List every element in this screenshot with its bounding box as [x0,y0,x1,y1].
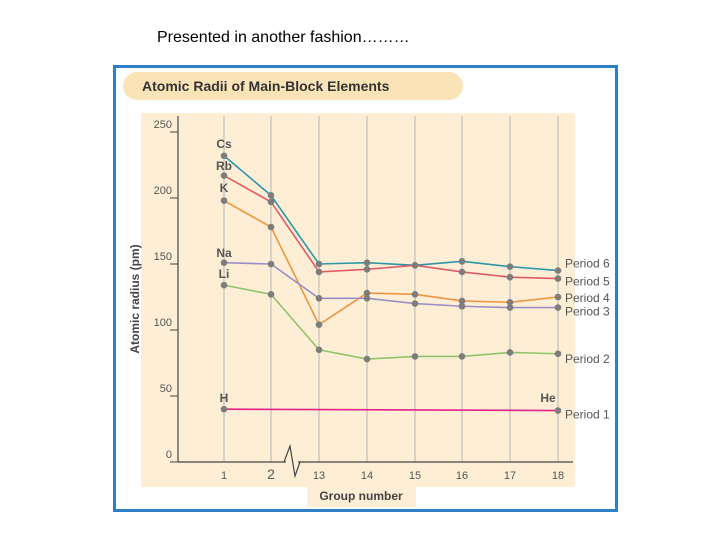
element-label-na: Na [216,246,232,260]
data-point-period-3-15 [411,300,419,307]
data-point-period-2-14 [363,355,371,363]
x-tick-label-1: 1 [221,470,227,482]
title-band [123,72,463,100]
data-point-period-3-16 [458,302,466,310]
data-point-period-5-1 [220,172,228,179]
data-point-period-6-17 [506,263,514,270]
y-axis-label: Atomic radius (pm) [128,244,142,353]
element-label-k: K [220,181,229,195]
data-point-period-2-13 [315,346,323,354]
data-point-period-3-13 [315,295,323,302]
data-point-period-6-2 [267,192,275,199]
axis-break-zigzag [283,443,301,479]
data-point-period-2-15 [411,353,419,360]
data-point-period-6-13 [315,260,323,268]
x-tick-label-17: 17 [504,470,516,482]
y-tick-label-100: 100 [154,317,172,329]
data-point-period-4-1 [220,197,228,204]
legend-label-period-6: Period 6 [565,257,610,271]
series-line-period-3 [223,261,558,309]
data-point-period-5-17 [506,273,514,281]
data-point-period-2-16 [458,353,466,360]
data-point-period-5-16 [458,268,466,276]
data-point-period-6-1 [220,152,228,160]
chart-title: Atomic Radii of Main-Block Elements [142,78,390,94]
y-tick-label-0: 0 [166,449,172,461]
data-point-period-2-2 [267,291,275,298]
data-point-period-4-15 [411,291,419,298]
atomic-radii-chart: Atomic Radii of Main-Block Elements Grou… [123,72,610,507]
x-tick-label-14: 14 [361,470,373,482]
legend-label-period-5: Period 5 [565,275,610,289]
x-tick-label-2: 2 [267,466,275,482]
legend-label-period-1: Period 1 [565,408,610,422]
data-point-period-3-17 [506,304,514,311]
legend-label-period-3: Period 3 [565,305,610,319]
data-point-period-4-18 [554,293,562,301]
data-point-period-5-15 [411,262,419,269]
data-point-period-6-14 [363,259,371,266]
data-point-period-5-14 [363,265,371,273]
element-label-li: Li [219,267,230,281]
data-point-period-3-14 [363,295,371,302]
data-point-period-6-16 [458,258,466,265]
y-tick-label-250: 250 [154,119,172,131]
x-tick-label-18: 18 [552,470,564,482]
data-point-period-1-1 [220,405,228,413]
data-point-period-2-1 [220,281,228,289]
series-line-period-4 [223,199,559,326]
data-point-period-5-2 [267,198,275,206]
data-point-period-3-18 [554,304,562,311]
data-point-period-3-1 [220,259,228,266]
series-line-period-5 [223,174,559,280]
x-tick-label-15: 15 [409,470,421,482]
data-point-period-5-13 [315,268,323,276]
data-point-period-5-18 [554,275,562,282]
element-label-rb: Rb [216,159,232,173]
slide-heading: Presented in another fashion……… [157,29,410,46]
x-axis-label: Group number [319,489,403,503]
x-tick-label-16: 16 [456,470,468,482]
element-label-h: H [220,391,229,405]
series-line-period-1 [223,408,559,412]
data-point-period-4-16 [458,297,466,305]
xlabel-band [307,483,416,507]
data-point-period-4-2 [267,223,275,231]
data-point-period-1-18 [554,407,562,414]
series-layer [220,152,562,414]
legend-label-period-4: Period 4 [565,291,610,305]
data-point-period-4-17 [506,298,514,306]
element-label-cs: Cs [216,137,232,151]
series-line-period-6 [223,155,559,272]
grid-layer [223,116,559,462]
y-tick-label-50: 50 [160,383,172,395]
data-point-period-2-17 [506,349,514,356]
x-tick-label-13: 13 [313,470,325,482]
legend-label-period-2: Period 2 [565,352,610,366]
axis-break-gap [286,448,298,476]
data-point-period-6-18 [554,267,562,274]
y-tick-label-200: 200 [154,185,172,197]
plot-background [141,113,575,487]
data-point-period-4-13 [315,321,323,329]
data-point-period-2-18 [554,350,562,358]
series-line-period-2 [223,284,559,360]
element-label-he: He [540,391,556,405]
data-point-period-3-2 [267,260,275,268]
chart-figure: Atomic Radii of Main-Block Elements Grou… [113,65,618,512]
data-point-period-4-14 [363,289,371,297]
y-tick-label-150: 150 [154,251,172,263]
